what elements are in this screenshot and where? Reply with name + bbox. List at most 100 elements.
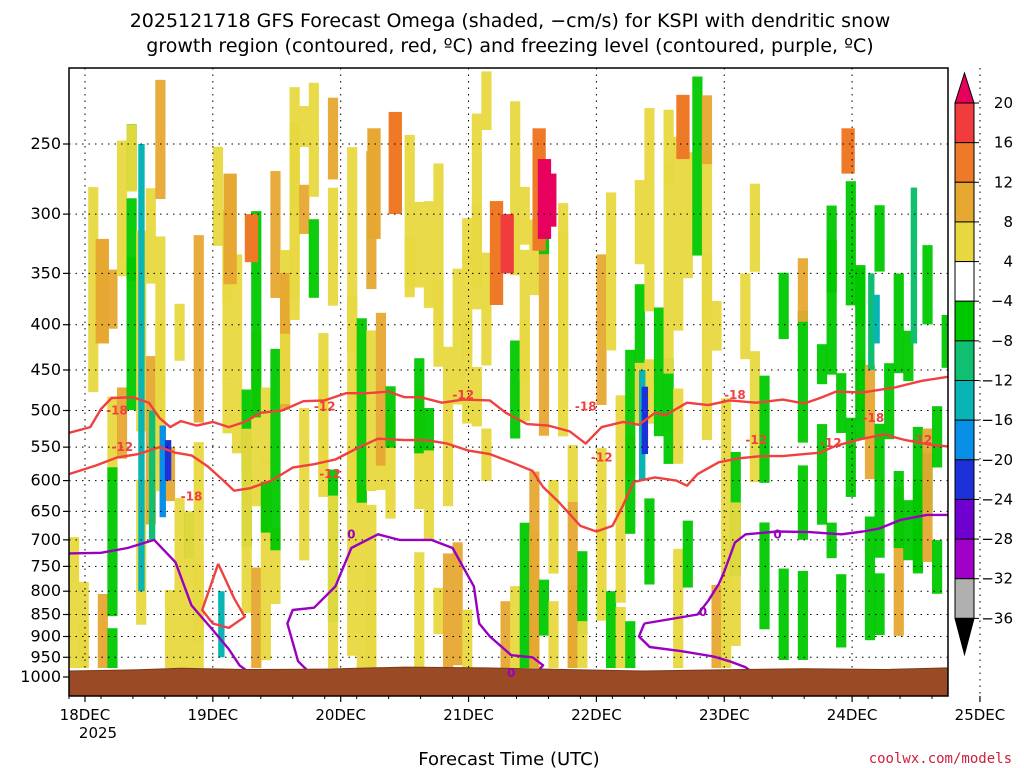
omega-shade-cell — [568, 445, 578, 503]
omega-shade-cell — [501, 601, 511, 668]
freezing-contour-label: 0 — [699, 605, 707, 619]
omega-shade-cell — [414, 202, 424, 288]
dgz-contour-label: -12 — [591, 450, 613, 464]
omega-shade-cell — [117, 141, 127, 277]
omega-shade-cell — [894, 273, 904, 373]
omega-shade-cell — [817, 344, 827, 384]
dgz-contour-label: -12 — [319, 467, 341, 481]
omega-shade-cell — [855, 360, 865, 440]
omega-shade-cell — [911, 188, 917, 344]
omega-shade-cell — [270, 171, 280, 298]
omega-shade-cell — [548, 601, 558, 668]
omega-shade-cell — [779, 569, 789, 660]
omega-shade-cell — [367, 128, 380, 239]
omega-shade-cell — [846, 418, 856, 497]
x-tick-label: 24DEC — [827, 706, 878, 724]
omega-shade-cell — [798, 571, 808, 660]
y-tick-label: 300 — [30, 204, 61, 223]
dgz-contour-label: -18 — [863, 411, 885, 425]
omega-shade-cell — [673, 388, 683, 463]
dgz-contour-label: -18 — [181, 489, 203, 503]
omega-shade-cell — [127, 198, 137, 280]
omega-shade-cell — [309, 83, 319, 197]
x-tick-label: 18DEC — [60, 706, 111, 724]
omega-shade-cell — [731, 502, 741, 646]
omega-shade-cell — [510, 340, 520, 438]
y-tick-label: 550 — [30, 437, 61, 456]
colorbar-label: −36 — [981, 609, 1013, 627]
colorbar-swatch — [955, 579, 974, 619]
dgz-contour-label: -12 — [820, 436, 842, 450]
omega-shade-cell — [472, 114, 482, 289]
omega-shade-cell — [165, 440, 171, 481]
omega-shade-cell — [721, 398, 731, 590]
omega-shade-cell — [616, 607, 626, 668]
omega-shade-cell — [501, 214, 514, 273]
x-tick-label: 20DEC — [315, 706, 366, 724]
omega-shade-cell — [261, 387, 271, 464]
omega-shade-cell — [635, 180, 645, 264]
chart-title-line-1: 2025121718 GFS Forecast Omega (shaded, −… — [130, 10, 891, 32]
y-tick-label: 450 — [30, 360, 61, 379]
colorbar-swatch — [955, 262, 974, 302]
x-tick-label: 22DEC — [571, 706, 622, 724]
omega-shade-cell — [692, 77, 702, 256]
omega-shade-cell — [520, 250, 530, 381]
dgz-contour-label: -12 — [452, 388, 474, 402]
omega-shade-cell — [932, 540, 942, 594]
colorbar-swatch — [955, 381, 974, 421]
colorbar-label: 4 — [1003, 253, 1013, 271]
omega-shade-cell — [616, 395, 626, 602]
omega-shade-cell — [702, 150, 712, 324]
omega-shade-cell — [625, 350, 635, 534]
omega-shade-cell — [798, 258, 808, 322]
omega-shade-cell — [625, 621, 635, 668]
colorbar-label: −32 — [981, 570, 1013, 588]
x-tick-label: 25DEC — [955, 706, 1006, 724]
omega-shade-cell — [462, 610, 472, 668]
omega-shade-cell — [194, 235, 204, 422]
omega-shade-cell — [462, 218, 472, 263]
omega-shade-cell — [299, 408, 309, 560]
omega-shade-cell — [299, 106, 309, 147]
omega-shade-cell — [539, 580, 549, 636]
colorbar-label: 8 — [1003, 213, 1013, 231]
y-tick-label: 850 — [30, 605, 61, 624]
omega-shade-cell — [673, 137, 683, 331]
omega-shade-cell — [424, 408, 434, 450]
y-tick-label: 900 — [30, 626, 61, 645]
colorbar-swatch — [955, 182, 974, 222]
omega-shade-cell — [357, 485, 367, 668]
chart-title-line-2: growth region (contoured, red, ºC) and f… — [146, 35, 873, 57]
dgz-contour-label: -18 — [575, 400, 597, 414]
omega-shade-cell — [328, 188, 338, 306]
omega-shade-cell — [520, 523, 530, 668]
omega-shade-cell — [759, 376, 769, 483]
omega-shade-cell — [846, 181, 856, 305]
omega-shade-cell — [596, 254, 606, 405]
omega-shade-cell — [376, 313, 386, 466]
omega-shade-cell — [942, 315, 952, 368]
freezing-contour-label: 0 — [347, 527, 355, 541]
omega-shade-cell — [702, 95, 712, 164]
omega-shade-cell — [223, 174, 236, 285]
colorbar-swatch — [955, 341, 974, 381]
omega-shade-cell — [865, 517, 875, 641]
colorbar-swatch — [955, 420, 974, 460]
omega-shade-cell — [453, 269, 463, 405]
omega-shade-cell — [654, 307, 664, 436]
omega-shade-cell — [711, 301, 721, 351]
omega-shade-cell — [827, 206, 837, 293]
omega-shade-cell — [453, 542, 463, 665]
freezing-contour-label: 0 — [507, 666, 515, 680]
colorbar-label: −8 — [991, 332, 1013, 350]
colorbar-swatch — [955, 499, 974, 539]
colorbar-swatch — [955, 301, 974, 341]
omega-shade-cell — [242, 429, 252, 613]
y-tick-label: 650 — [30, 501, 61, 520]
colorbar-swatch — [955, 460, 974, 500]
dgz-contour-label: -12 — [111, 440, 133, 454]
omega-shade-cell — [309, 219, 319, 298]
credit-text: coolwx.com/models — [869, 751, 1012, 767]
omega-shade-cell — [644, 498, 654, 584]
